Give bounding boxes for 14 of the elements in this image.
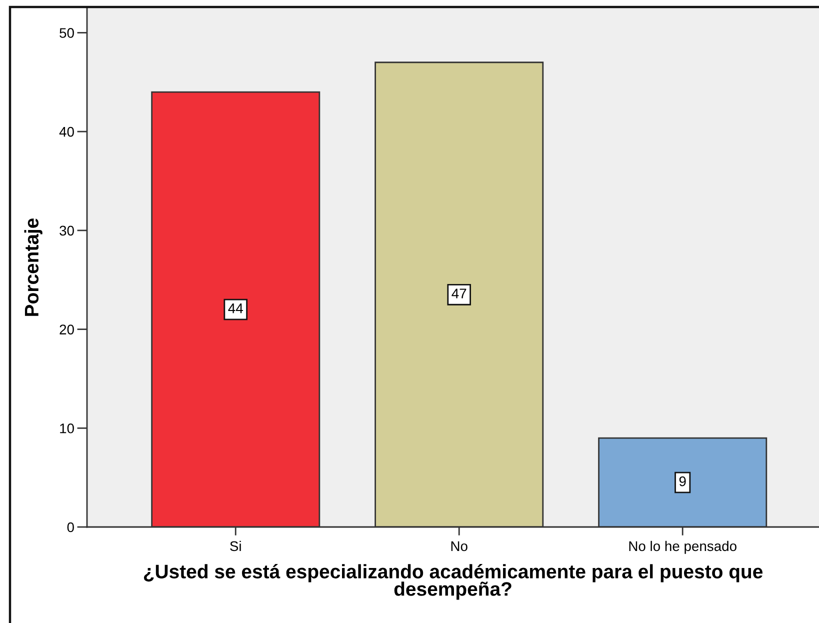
x-axis-title: ¿Usted se está especializando académicamente para el puesto que desempeña? <box>144 564 763 600</box>
y-tick-label: 10 <box>60 423 74 434</box>
data-label: 9 <box>679 476 686 486</box>
x-tick-label: No <box>451 541 468 552</box>
x-tick-label: Si <box>230 540 241 552</box>
x-tick-label: No lo he pensado <box>629 540 736 554</box>
y-tick-label: 50 <box>60 28 74 38</box>
y-axis-title: Porcentaje <box>24 218 42 316</box>
y-tick-label: 40 <box>59 126 74 137</box>
data-label: 44 <box>228 304 243 314</box>
y-tick-label: 0 <box>67 522 74 532</box>
y-tick-label: 30 <box>60 226 74 236</box>
y-tick-label: 20 <box>60 324 74 334</box>
data-label: 47 <box>452 288 466 298</box>
